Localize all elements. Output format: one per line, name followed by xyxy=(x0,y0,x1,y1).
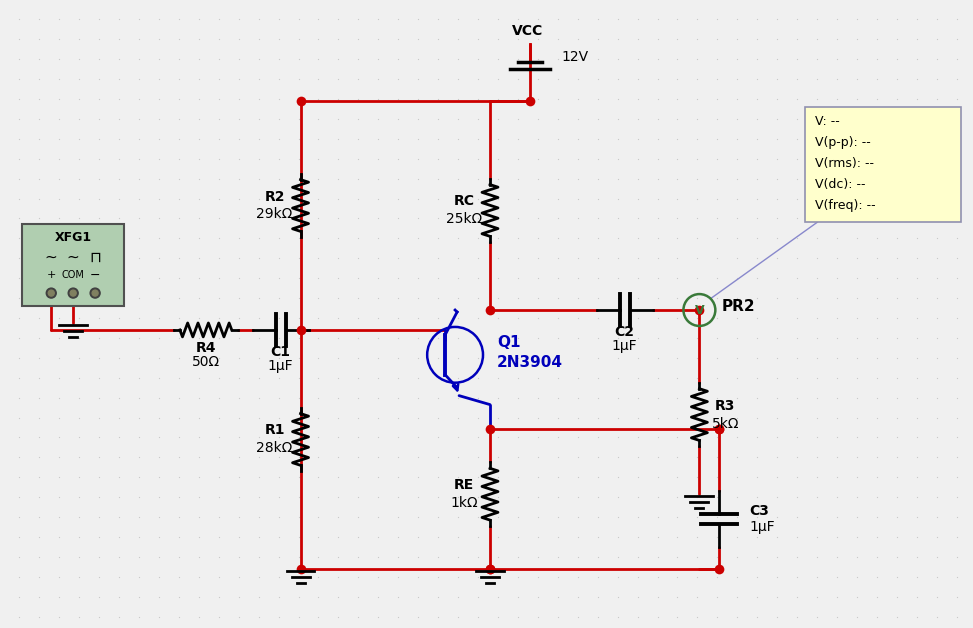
Text: ⊓: ⊓ xyxy=(90,250,101,265)
Text: RC: RC xyxy=(453,195,475,208)
Text: RE: RE xyxy=(454,479,474,492)
Text: 28kΩ: 28kΩ xyxy=(257,441,293,455)
Text: 1μF: 1μF xyxy=(612,339,637,353)
FancyBboxPatch shape xyxy=(22,224,124,306)
Text: R2: R2 xyxy=(265,190,285,203)
Text: ∼: ∼ xyxy=(45,250,57,265)
Text: R1: R1 xyxy=(265,423,285,438)
Text: C1: C1 xyxy=(270,345,291,359)
Text: VCC: VCC xyxy=(512,24,544,38)
Text: ∼: ∼ xyxy=(67,250,80,265)
Circle shape xyxy=(92,290,98,296)
Text: 5kΩ: 5kΩ xyxy=(711,416,739,431)
Text: V: V xyxy=(695,303,704,317)
Text: V(dc): --: V(dc): -- xyxy=(815,178,866,191)
Circle shape xyxy=(47,288,56,298)
Circle shape xyxy=(68,288,78,298)
Text: 29kΩ: 29kΩ xyxy=(257,207,293,222)
Text: 1μF: 1μF xyxy=(268,359,294,373)
Text: R3: R3 xyxy=(715,399,736,413)
Text: 25kΩ: 25kΩ xyxy=(446,212,483,227)
Text: −: − xyxy=(90,269,100,282)
Text: V(freq): --: V(freq): -- xyxy=(815,199,876,212)
Text: +: + xyxy=(47,270,55,280)
Circle shape xyxy=(90,288,100,298)
Text: V: --: V: -- xyxy=(815,116,840,128)
Text: COM: COM xyxy=(61,270,85,280)
Text: 50Ω: 50Ω xyxy=(192,355,220,369)
Text: 1μF: 1μF xyxy=(749,520,775,534)
Text: 1kΩ: 1kΩ xyxy=(450,496,478,510)
FancyBboxPatch shape xyxy=(805,107,960,222)
Text: R4: R4 xyxy=(196,341,216,355)
Text: Q1: Q1 xyxy=(497,335,521,350)
Text: C2: C2 xyxy=(615,325,634,339)
Text: 12V: 12V xyxy=(561,50,589,64)
Text: XFG1: XFG1 xyxy=(54,231,91,244)
Text: 2N3904: 2N3904 xyxy=(497,355,563,371)
Circle shape xyxy=(70,290,76,296)
Circle shape xyxy=(49,290,54,296)
Text: C3: C3 xyxy=(749,504,769,518)
Text: V(p-p): --: V(p-p): -- xyxy=(815,136,871,149)
Text: V(rms): --: V(rms): -- xyxy=(815,157,874,170)
Text: PR2: PR2 xyxy=(721,298,755,313)
